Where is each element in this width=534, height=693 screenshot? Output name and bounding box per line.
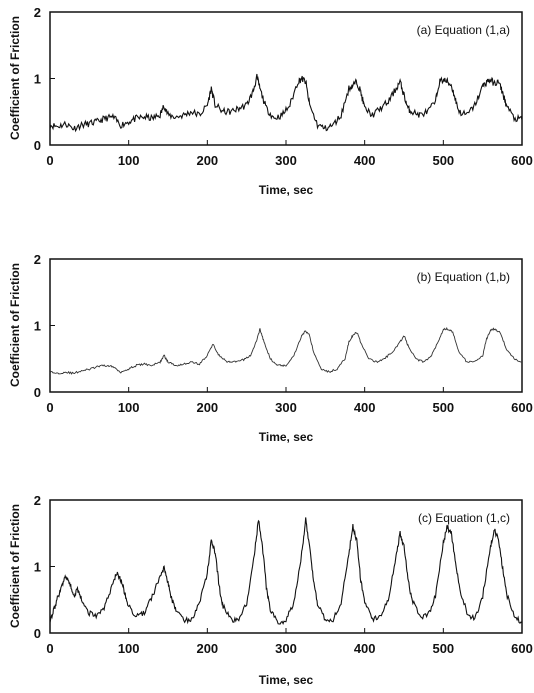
x-tick-label: 100 xyxy=(118,641,140,656)
x-tick-label: 600 xyxy=(511,641,533,656)
x-tick-label: 400 xyxy=(354,153,376,168)
x-tick-label: 300 xyxy=(275,641,297,656)
y-tick-label: 0 xyxy=(34,626,41,641)
x-tick-label: 0 xyxy=(46,153,53,168)
x-tick-label: 300 xyxy=(275,400,297,415)
x-axis: 0 100 200 300 400 500 600 xyxy=(46,140,533,168)
x-tick-label: 400 xyxy=(354,400,376,415)
y-tick-label: 1 xyxy=(34,319,41,334)
x-axis-title: Time, sec xyxy=(259,430,314,444)
x-tick-label: 300 xyxy=(275,153,297,168)
x-axis-title: Time, sec xyxy=(259,183,314,197)
x-tick-label: 500 xyxy=(432,400,454,415)
y-tick-label: 2 xyxy=(34,5,41,20)
x-tick-label: 600 xyxy=(511,400,533,415)
panel-annotation: (c) Equation (1,c) xyxy=(418,511,510,525)
x-tick-label: 200 xyxy=(196,400,218,415)
panel-a: (a) Equation (1,a) Coefficient of Fricti… xyxy=(8,5,533,197)
x-tick-label: 200 xyxy=(196,641,218,656)
panel-b: (b) Equation (1,b) Coefficient of Fricti… xyxy=(8,252,533,444)
x-axis: 0 100 200 300 400 500 600 xyxy=(46,628,533,656)
x-tick-label: 500 xyxy=(432,641,454,656)
friction-series-line xyxy=(49,73,523,133)
x-tick-label: 500 xyxy=(432,153,454,168)
y-axis-title: Coefficient of Friction xyxy=(8,16,22,140)
x-tick-label: 600 xyxy=(511,153,533,168)
y-tick-label: 2 xyxy=(34,493,41,508)
panel-c: (c) Equation (1,c) Coefficient of Fricti… xyxy=(8,493,533,687)
y-axis: 0 1 2 xyxy=(34,252,55,400)
y-tick-label: 2 xyxy=(34,252,41,267)
friction-series-line xyxy=(49,517,523,626)
x-tick-label: 0 xyxy=(46,641,53,656)
x-tick-label: 100 xyxy=(118,153,140,168)
y-axis-title: Coefficient of Friction xyxy=(8,263,22,387)
x-axis: 0 100 200 300 400 500 600 xyxy=(46,387,533,415)
friction-series-line xyxy=(49,326,522,375)
y-axis: 0 1 2 xyxy=(34,493,55,641)
x-tick-label: 200 xyxy=(196,153,218,168)
y-tick-label: 0 xyxy=(34,138,41,153)
x-tick-label: 0 xyxy=(46,400,53,415)
y-tick-label: 0 xyxy=(34,385,41,400)
y-axis: 0 1 2 xyxy=(34,5,55,153)
y-tick-label: 1 xyxy=(34,72,41,87)
x-axis-title: Time, sec xyxy=(259,673,314,687)
y-tick-label: 1 xyxy=(34,560,41,575)
x-tick-label: 400 xyxy=(354,641,376,656)
panel-annotation: (b) Equation (1,b) xyxy=(417,270,510,284)
y-axis-title: Coefficient of Friction xyxy=(8,504,22,628)
x-tick-label: 100 xyxy=(118,400,140,415)
panel-annotation: (a) Equation (1,a) xyxy=(417,23,510,37)
